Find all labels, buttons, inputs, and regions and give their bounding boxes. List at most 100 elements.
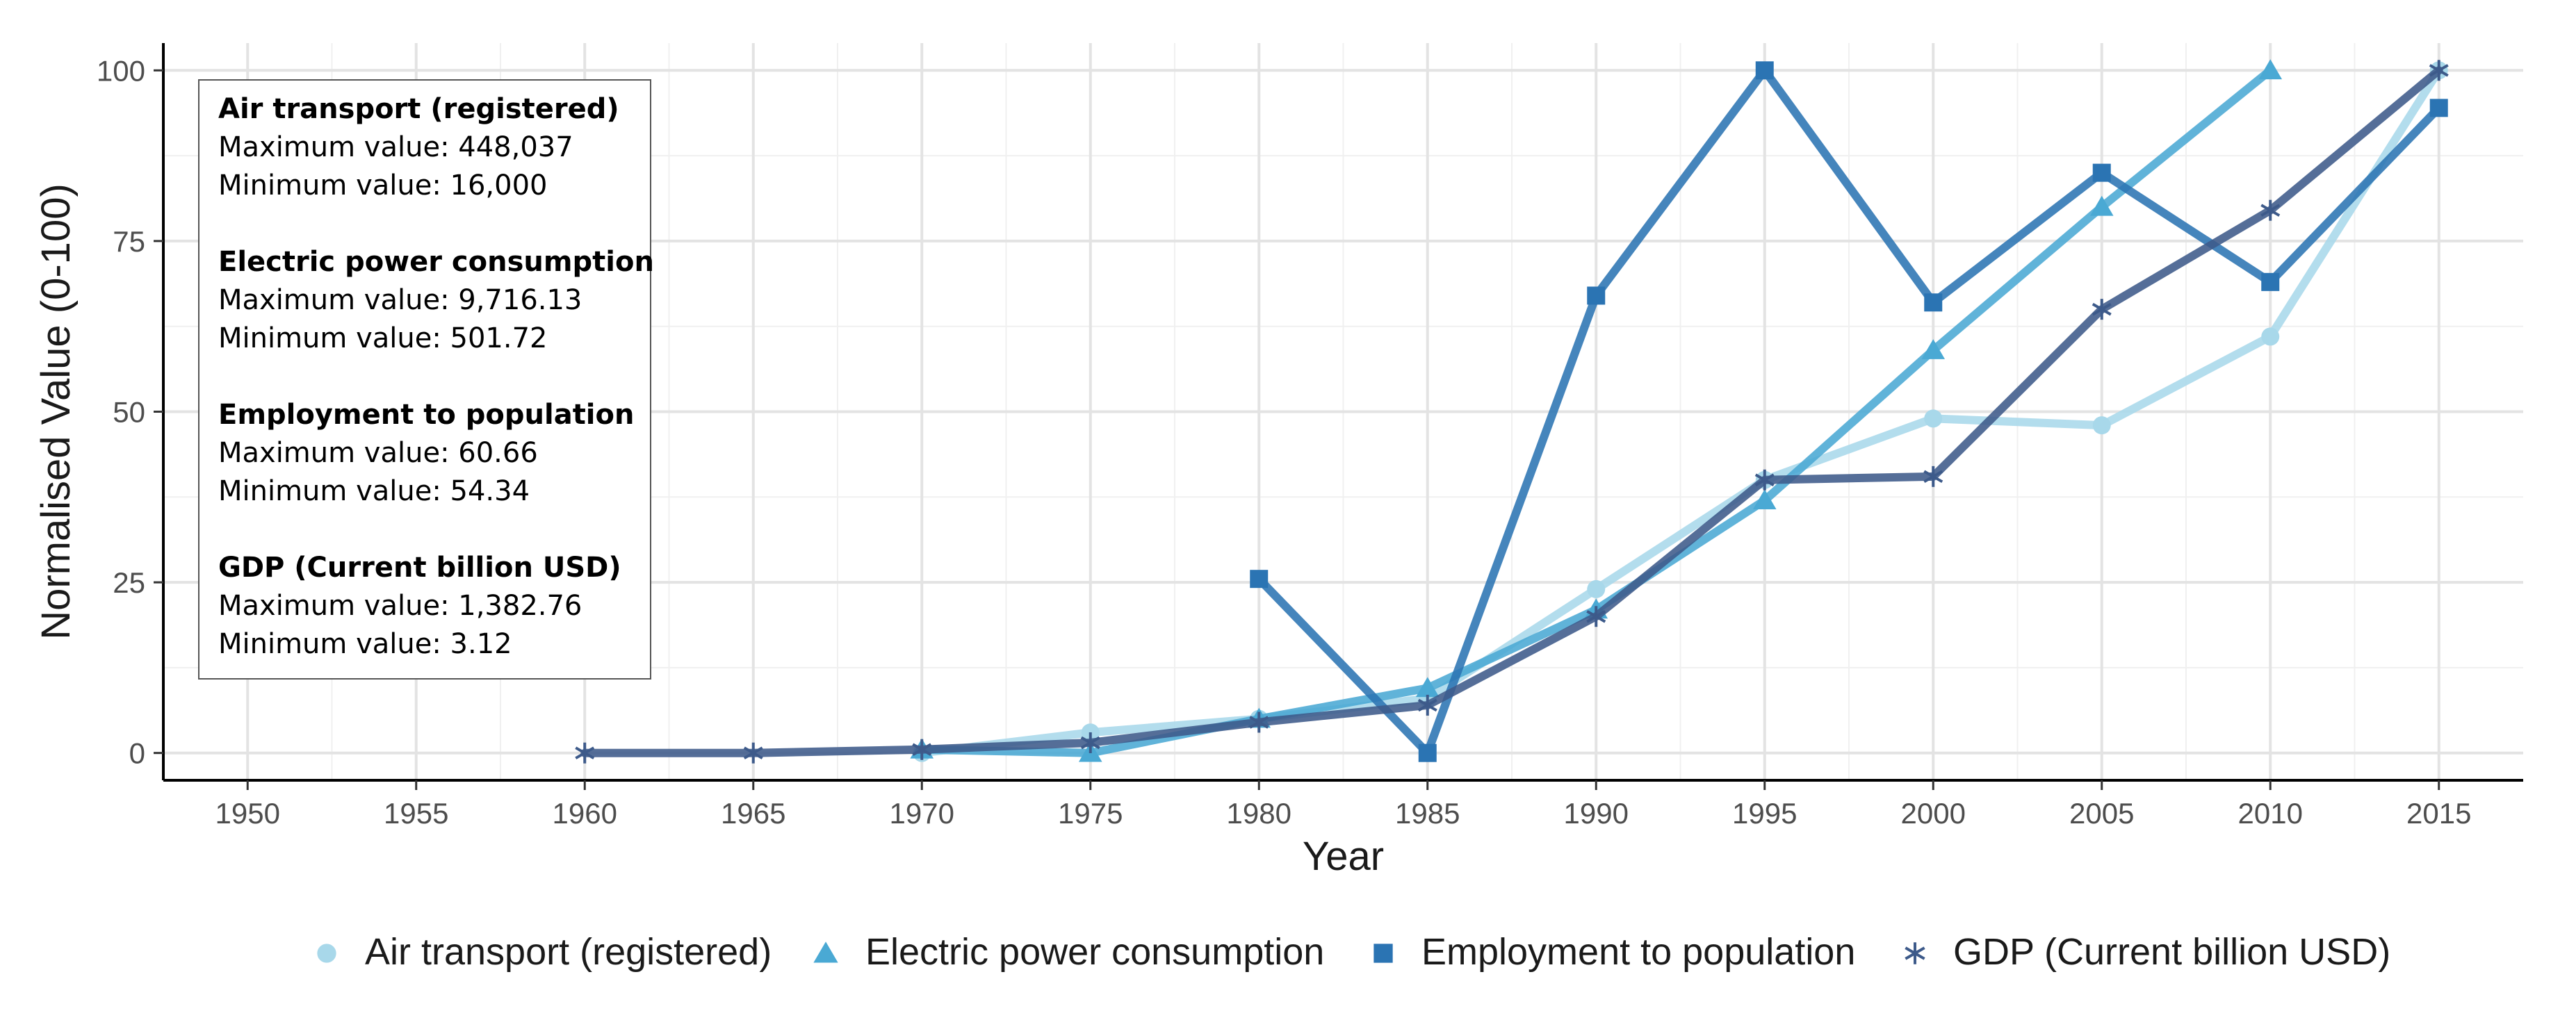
annotation-heading: GDP (Current billion USD) [218, 552, 621, 584]
data-point [1924, 293, 1943, 312]
asterisk-stroke [1905, 946, 1925, 960]
asterisk-stroke [1249, 716, 1269, 729]
series-line [580, 66, 2443, 757]
x-tick-label: 1980 [1227, 797, 1291, 830]
annotation-min: Minimum value: 501.72 [218, 322, 548, 354]
y-tick-label: 0 [129, 737, 145, 770]
x-tick-label: 2005 [2069, 797, 2134, 830]
data-point [1249, 711, 1269, 733]
annotation-max: Maximum value: 1,382.76 [218, 590, 582, 622]
data-point [1587, 579, 1606, 598]
annotation-min: Minimum value: 3.12 [218, 628, 512, 660]
legend-item[interactable]: Air transport (registered) [317, 931, 772, 973]
series-gdp-current-billion-usd- [575, 60, 2449, 764]
asterisk-stroke [2092, 302, 2112, 316]
data-point [1587, 286, 1606, 305]
asterisk-stroke [1923, 470, 1943, 484]
data-point [1924, 409, 1943, 428]
y-tick-label: 75 [113, 225, 145, 258]
x-tick-label: 1990 [1564, 797, 1629, 830]
annotation-max: Maximum value: 60.66 [218, 437, 538, 469]
data-point [2092, 416, 2111, 435]
asterisk-stroke [2260, 204, 2281, 217]
series-line [918, 66, 2443, 757]
data-point [1373, 944, 1393, 963]
data-point [743, 742, 763, 764]
series-group [575, 59, 2449, 764]
data-point [2261, 327, 2280, 346]
x-tick-label: 1995 [1732, 797, 1797, 830]
data-point [2261, 272, 2280, 291]
x-tick-label: 2010 [2238, 797, 2303, 830]
data-point [813, 941, 838, 963]
x-tick-label: 1950 [215, 797, 280, 830]
annotation-heading: Employment to population [218, 399, 634, 431]
x-tick-label: 1975 [1058, 797, 1123, 830]
legend-label: Employment to population [1421, 931, 1855, 973]
annotation-box: Air transport (registered) Maximum value:… [198, 79, 654, 680]
annotation-box-frame [198, 79, 651, 680]
x-tick-label: 2015 [2406, 797, 2471, 830]
data-point [1586, 606, 1606, 627]
data-point [1417, 694, 1437, 716]
y-tick-label: 25 [113, 566, 145, 599]
annotation-heading: Air transport (registered) [218, 93, 619, 125]
x-tick-label: 1960 [553, 797, 617, 830]
y-tick-label: 50 [113, 396, 145, 429]
data-point [1754, 469, 1775, 491]
data-point [1415, 677, 1440, 698]
x-tick-label: 1985 [1395, 797, 1460, 830]
x-tick-label: 1970 [890, 797, 954, 830]
series-air-transport-registered- [913, 61, 2448, 762]
series-line [1255, 66, 2443, 757]
legend[interactable]: Air transport (registered) Electric power… [317, 931, 2390, 973]
data-point [575, 742, 595, 764]
annotation-max: Maximum value: 9,716.13 [218, 284, 582, 316]
data-point [2092, 163, 2111, 182]
legend-item[interactable]: GDP (Current billion USD) [1905, 931, 2390, 973]
legend-label: Air transport (registered) [365, 931, 772, 973]
data-point [1923, 466, 1943, 487]
y-tick-label: 100 [97, 54, 145, 87]
x-axis-title: Year [1303, 834, 1384, 879]
data-point [1921, 339, 1946, 359]
x-tick-label: 1965 [721, 797, 785, 830]
data-point [2260, 199, 2281, 221]
y-axis-ticks: 0 25 50 75 100 [97, 54, 163, 770]
data-point [1418, 743, 1437, 762]
annotation-min: Minimum value: 54.34 [218, 475, 530, 507]
legend-label: GDP (Current billion USD) [1953, 931, 2390, 973]
legend-item[interactable]: Electric power consumption [813, 931, 1324, 973]
data-point [912, 739, 932, 760]
asterisk-stroke [1586, 609, 1606, 623]
data-point [317, 944, 336, 963]
data-point [1250, 570, 1269, 589]
data-point [1080, 732, 1100, 753]
data-point [2092, 299, 2112, 320]
x-axis-ticks: 1950 1955 1960 1965 1970 1975 1980 1985 1990 1995… [215, 780, 2471, 830]
asterisk-stroke [575, 746, 595, 759]
y-axis-title: Normalised Value (0-100) [33, 183, 79, 640]
x-tick-label: 1955 [384, 797, 448, 830]
data-point [2258, 59, 2283, 80]
annotation-min: Minimum value: 16,000 [218, 170, 548, 201]
asterisk-stroke [1754, 473, 1775, 486]
data-point [1755, 61, 1774, 80]
annotation-max: Maximum value: 448,037 [218, 131, 573, 163]
series-employment-to-population [1250, 61, 2448, 762]
data-point [1905, 942, 1925, 964]
data-point [2089, 195, 2114, 216]
asterisk-stroke [2429, 64, 2449, 77]
data-point [2429, 60, 2449, 81]
asterisk-stroke [1080, 736, 1100, 750]
data-point [1752, 489, 1777, 510]
annotation-heading: Electric power consumption [218, 246, 654, 278]
legend-label: Electric power consumption [865, 931, 1324, 973]
asterisk-stroke [743, 746, 763, 759]
asterisk-stroke [1417, 698, 1437, 712]
x-tick-label: 2000 [1901, 797, 1966, 830]
data-point [2429, 99, 2448, 117]
asterisk-stroke [912, 743, 932, 757]
legend-item[interactable]: Employment to population [1373, 931, 1855, 973]
